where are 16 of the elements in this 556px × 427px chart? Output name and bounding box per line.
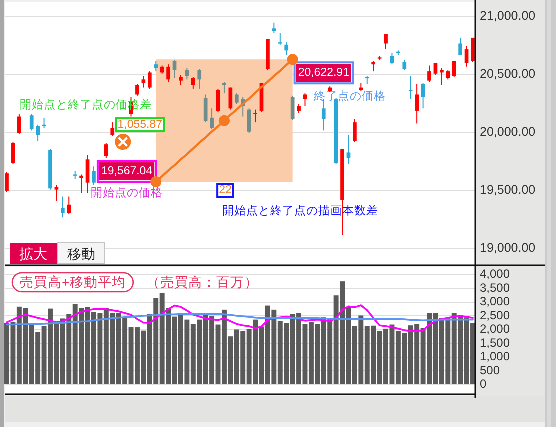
data-label: 20,622.91 (298, 67, 350, 80)
annotation: 拡大 (20, 246, 48, 262)
subtitle: （売買高：百万） (146, 275, 258, 290)
annotation: 終了点の価格 (312, 90, 386, 104)
button: 拡大 (10, 243, 57, 264)
text: 19,000.00 (480, 240, 536, 255)
title: 売買高+移動平均 (12, 272, 134, 293)
text: 20,500.00 (480, 66, 536, 81)
data-label: 19,567.04 (101, 166, 154, 178)
text: 20,000.00 (480, 124, 536, 139)
text: 19,500.00 (480, 182, 536, 197)
annotation: 開始点の価格 (91, 186, 164, 200)
annotation: 開始点と終了点の描画本数差 (222, 204, 378, 218)
button: 移動 (58, 242, 106, 264)
annotation: 移動 (68, 246, 96, 262)
text: 21,000.00 (480, 8, 536, 23)
